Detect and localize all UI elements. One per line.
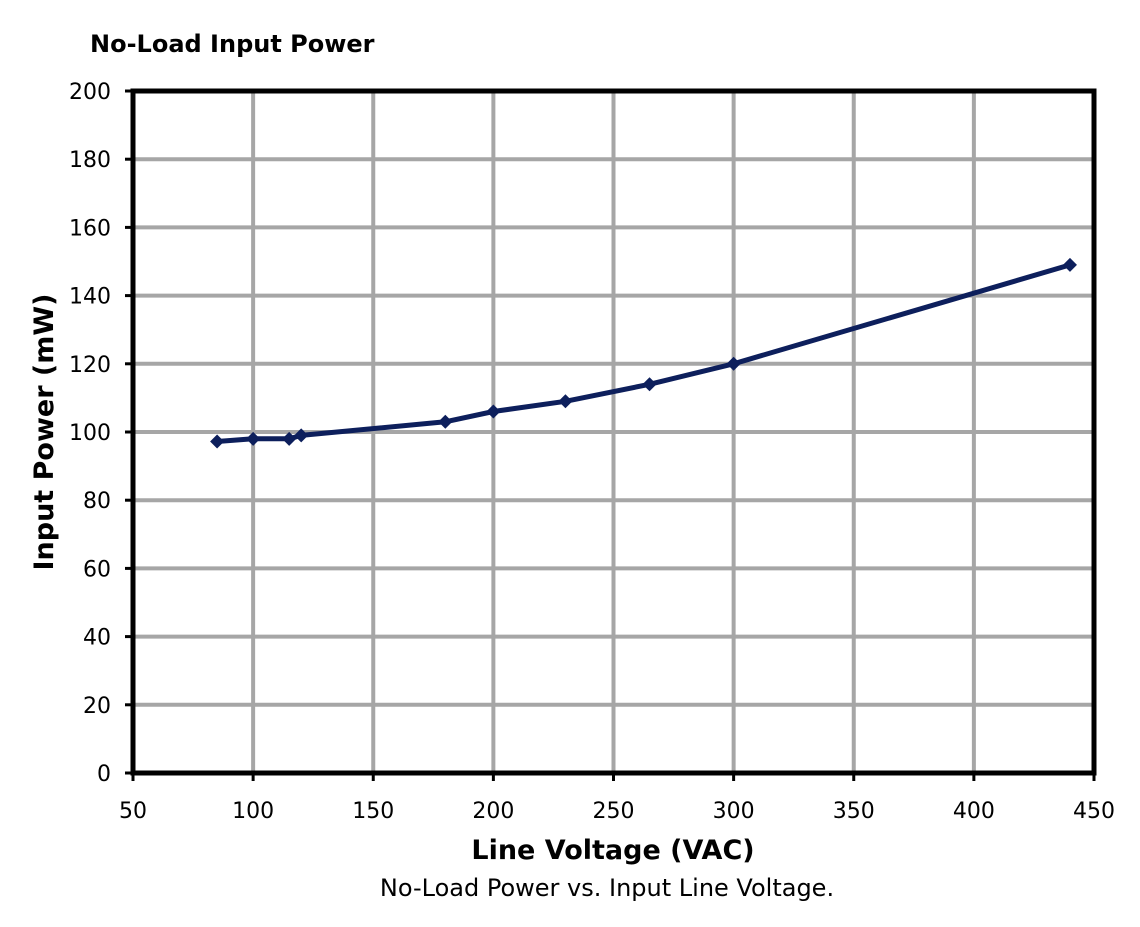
data-point-marker	[1062, 257, 1077, 272]
data-point-marker	[294, 428, 309, 443]
x-tick-label: 150	[352, 799, 394, 824]
x-tick-label: 250	[593, 799, 635, 824]
chart-title: No-Load Input Power	[90, 30, 375, 58]
data-point-marker	[726, 356, 741, 371]
y-axis-title: Input Power (mW)	[29, 293, 60, 570]
y-tick-label: 140	[69, 285, 111, 310]
data-point-marker	[246, 431, 261, 446]
x-tick-label: 100	[232, 799, 274, 824]
x-axis-title: Line Voltage (VAC)	[471, 835, 754, 866]
x-tick-label: 300	[713, 799, 755, 824]
x-tick-label: 200	[472, 799, 514, 824]
axis-ticks: 50 100 150 200 250 300 350 400 450 0 20 40 60 80 100 12…	[69, 80, 1115, 824]
data-point-marker	[558, 394, 573, 409]
y-tick-label: 120	[69, 353, 111, 378]
data-point-marker	[486, 404, 501, 419]
y-tick-label: 80	[83, 489, 111, 514]
y-tick-label: 200	[69, 80, 111, 105]
y-tick-label: 40	[83, 626, 111, 651]
x-tick-label: 450	[1073, 799, 1115, 824]
series-line	[216, 262, 1071, 444]
data-point-marker	[438, 414, 453, 429]
grid	[133, 91, 1094, 773]
y-tick-label: 0	[97, 762, 111, 787]
y-tick-label: 100	[69, 421, 111, 446]
y-tick-label: 60	[83, 557, 111, 582]
chart-caption: No-Load Power vs. Input Line Voltage.	[380, 874, 834, 902]
data-point-marker	[282, 431, 297, 446]
y-tick-label: 180	[69, 148, 111, 173]
y-tick-label: 160	[69, 216, 111, 241]
x-tick-label: 50	[119, 799, 147, 824]
y-tick-label: 20	[83, 694, 111, 719]
x-tick-label: 350	[833, 799, 875, 824]
data-point-marker	[642, 377, 657, 392]
series-layer	[210, 257, 1077, 449]
x-tick-label: 400	[953, 799, 995, 824]
data-point-marker	[210, 434, 225, 449]
